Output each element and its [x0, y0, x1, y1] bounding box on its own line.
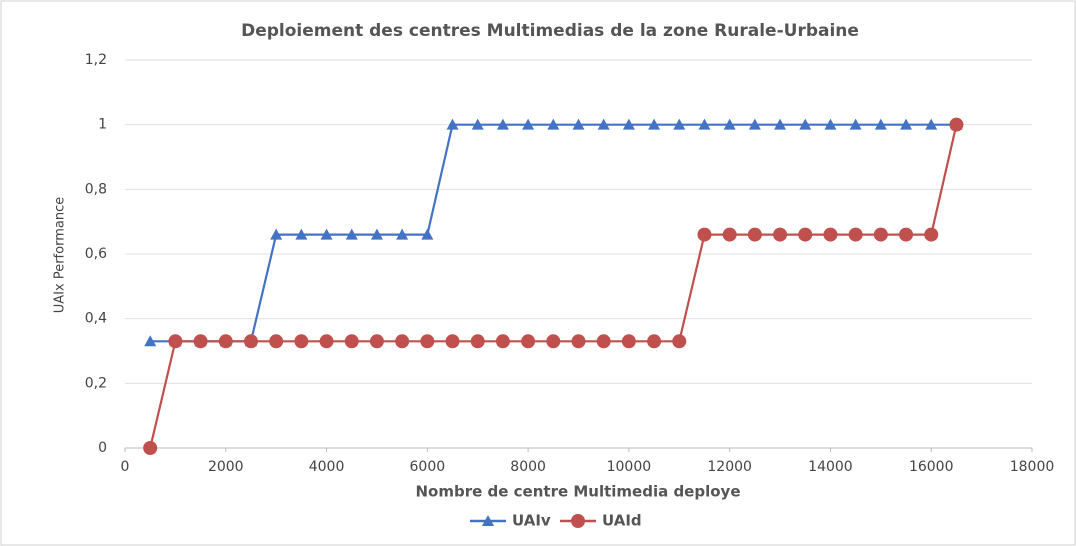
marker: [848, 227, 863, 242]
marker: [900, 118, 913, 130]
marker: [873, 227, 888, 242]
marker: [471, 118, 484, 130]
x-tick-label: 2000: [208, 459, 244, 475]
x-tick-label: 14000: [808, 459, 853, 475]
x-tick-label: 18000: [1010, 459, 1055, 475]
marker: [673, 118, 686, 130]
marker: [899, 227, 914, 242]
marker: [621, 334, 636, 349]
marker: [546, 334, 561, 349]
marker: [320, 228, 333, 240]
marker: [596, 334, 611, 349]
marker: [243, 334, 258, 349]
x-tick-label: 12000: [707, 459, 752, 475]
marker: [774, 118, 787, 130]
marker: [722, 227, 737, 242]
marker: [143, 441, 158, 455]
marker: [269, 334, 284, 349]
x-tick-label: 6000: [410, 459, 446, 475]
marker: [496, 118, 509, 130]
marker: [748, 118, 761, 130]
x-axis-label: Nombre de centre Multimedia deploye: [416, 483, 741, 501]
chart-title: Deploiement des centres Multimedias de l…: [241, 21, 859, 41]
marker: [849, 118, 862, 130]
marker: [925, 118, 938, 130]
y-tick-label: 0,8: [85, 181, 107, 197]
marker: [396, 228, 409, 240]
y-tick-label: 0: [98, 440, 107, 456]
y-tick-label: 1: [98, 117, 107, 133]
marker: [824, 118, 837, 130]
marker: [168, 334, 183, 349]
y-tick-label: 0,2: [85, 375, 107, 391]
marker: [344, 334, 359, 349]
marker: [572, 118, 585, 130]
marker: [295, 228, 308, 240]
marker: [522, 118, 535, 130]
marker: [270, 228, 283, 240]
marker: [571, 334, 586, 349]
marker: [445, 334, 460, 349]
x-tick-label: 16000: [909, 459, 954, 475]
marker: [193, 334, 208, 349]
x-tick-label: 10000: [607, 459, 652, 475]
marker: [294, 334, 309, 349]
marker: [420, 334, 435, 349]
marker: [723, 118, 736, 130]
legend-label: UAIv: [512, 512, 551, 530]
marker: [949, 117, 964, 132]
marker: [747, 227, 762, 242]
marker: [799, 118, 812, 130]
marker: [144, 335, 157, 347]
marker: [395, 334, 410, 349]
x-tick-label: 0: [121, 459, 130, 475]
marker: [798, 227, 813, 242]
marker: [370, 228, 383, 240]
marker: [446, 118, 459, 130]
marker: [622, 118, 635, 130]
marker: [345, 228, 358, 240]
marker: [773, 227, 788, 242]
marker: [571, 514, 585, 528]
marker: [495, 334, 510, 349]
marker: [924, 227, 939, 242]
x-tick-label: 8000: [510, 459, 546, 475]
marker: [218, 334, 233, 349]
marker: [874, 118, 887, 130]
y-axis-label: UAIx Performance: [53, 197, 68, 313]
marker: [369, 334, 384, 349]
marker: [823, 227, 838, 242]
marker: [597, 118, 610, 130]
marker: [482, 515, 494, 526]
legend-label: UAId: [602, 512, 642, 530]
marker: [698, 118, 711, 130]
y-tick-label: 0,4: [85, 311, 107, 327]
y-tick-label: 1,2: [85, 52, 107, 68]
marker: [672, 334, 687, 349]
marker: [421, 228, 434, 240]
marker: [697, 227, 712, 242]
marker: [319, 334, 334, 349]
marker: [648, 118, 661, 130]
marker: [470, 334, 485, 349]
x-tick-label: 4000: [309, 459, 345, 475]
y-tick-label: 0,6: [85, 246, 107, 262]
marker: [521, 334, 536, 349]
marker: [647, 334, 662, 349]
marker: [547, 118, 560, 130]
